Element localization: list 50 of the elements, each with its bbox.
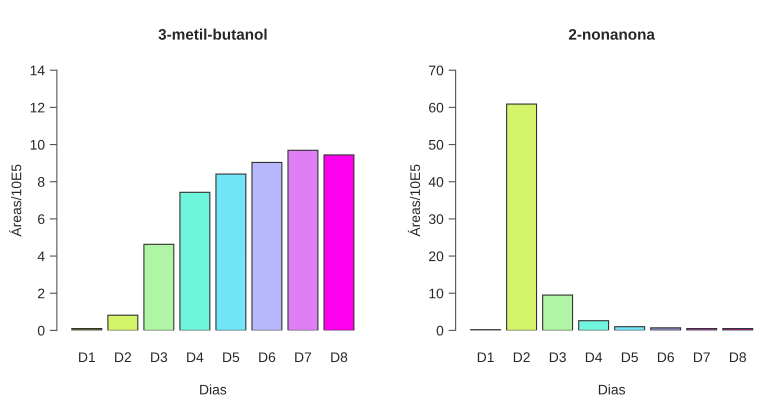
y-tick-label: 6 xyxy=(38,214,44,224)
bar xyxy=(614,326,646,330)
y-axis-title: Áreas/10E5 xyxy=(9,164,22,237)
x-tick-label: D7 xyxy=(694,352,710,362)
bar xyxy=(578,320,610,330)
x-tick-label: D4 xyxy=(586,352,602,362)
y-tick-label: 0 xyxy=(436,326,444,336)
x-axis-title: Dias xyxy=(598,384,626,395)
y-tick-label: 60 xyxy=(429,102,444,113)
bar xyxy=(506,103,538,330)
bar xyxy=(287,150,318,330)
y-tick-label: 12 xyxy=(30,102,44,112)
x-tick-label: D6 xyxy=(658,352,674,362)
y-tick-label: 20 xyxy=(429,251,444,262)
x-tick-label: D1 xyxy=(79,352,96,362)
y-tick-label: 30 xyxy=(428,214,444,224)
x-tick-label: D3 xyxy=(151,352,168,362)
bar xyxy=(542,294,574,330)
bar xyxy=(215,174,246,330)
y-tick-label: 0 xyxy=(38,326,45,336)
x-tick-label: D5 xyxy=(223,352,240,362)
chart-title: 2-nonanona xyxy=(568,28,656,40)
y-tick-label: 8 xyxy=(38,177,44,187)
y-tick-label: 40 xyxy=(428,177,444,187)
bar xyxy=(179,192,210,330)
x-tick-label: D4 xyxy=(187,352,204,362)
bar xyxy=(650,327,682,330)
x-tick-label: D2 xyxy=(115,352,132,362)
x-tick-label: D6 xyxy=(259,352,276,362)
x-axis-title: Dias xyxy=(200,384,226,395)
y-tick-label: 10 xyxy=(30,140,45,150)
y-axis-title: Áreas/10E5 xyxy=(408,164,420,237)
x-tick-label: D8 xyxy=(331,352,348,362)
bar xyxy=(323,154,354,330)
y-tick-label: 4 xyxy=(38,252,45,262)
y-tick-label: 2 xyxy=(38,288,44,298)
x-tick-label: D3 xyxy=(550,352,566,362)
chart-title: 3-metil-butanol xyxy=(158,28,267,40)
y-tick-label: 14 xyxy=(30,66,45,76)
x-tick-label: D1 xyxy=(478,352,494,362)
x-tick-label: D7 xyxy=(295,352,312,362)
x-tick-label: D5 xyxy=(622,352,638,362)
bar xyxy=(107,314,138,330)
x-tick-label: D8 xyxy=(730,352,746,362)
y-tick-label: 10 xyxy=(429,288,444,298)
bar xyxy=(143,244,174,330)
bar xyxy=(251,162,282,330)
y-tick-label: 50 xyxy=(428,140,444,150)
y-tick-label: 70 xyxy=(429,66,444,76)
x-tick-label: D2 xyxy=(514,352,530,362)
